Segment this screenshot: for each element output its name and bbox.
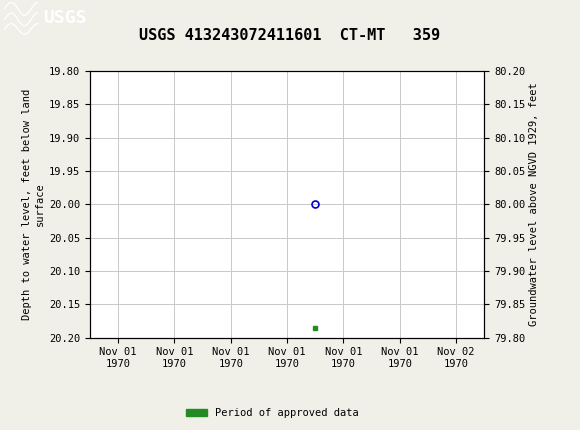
Legend: Period of approved data: Period of approved data: [182, 404, 363, 423]
Y-axis label: Depth to water level, feet below land
surface: Depth to water level, feet below land su…: [23, 89, 45, 320]
Y-axis label: Groundwater level above NGVD 1929, feet: Groundwater level above NGVD 1929, feet: [530, 83, 539, 326]
Text: USGS 413243072411601  CT-MT   359: USGS 413243072411601 CT-MT 359: [139, 28, 441, 43]
Text: USGS: USGS: [44, 9, 87, 27]
